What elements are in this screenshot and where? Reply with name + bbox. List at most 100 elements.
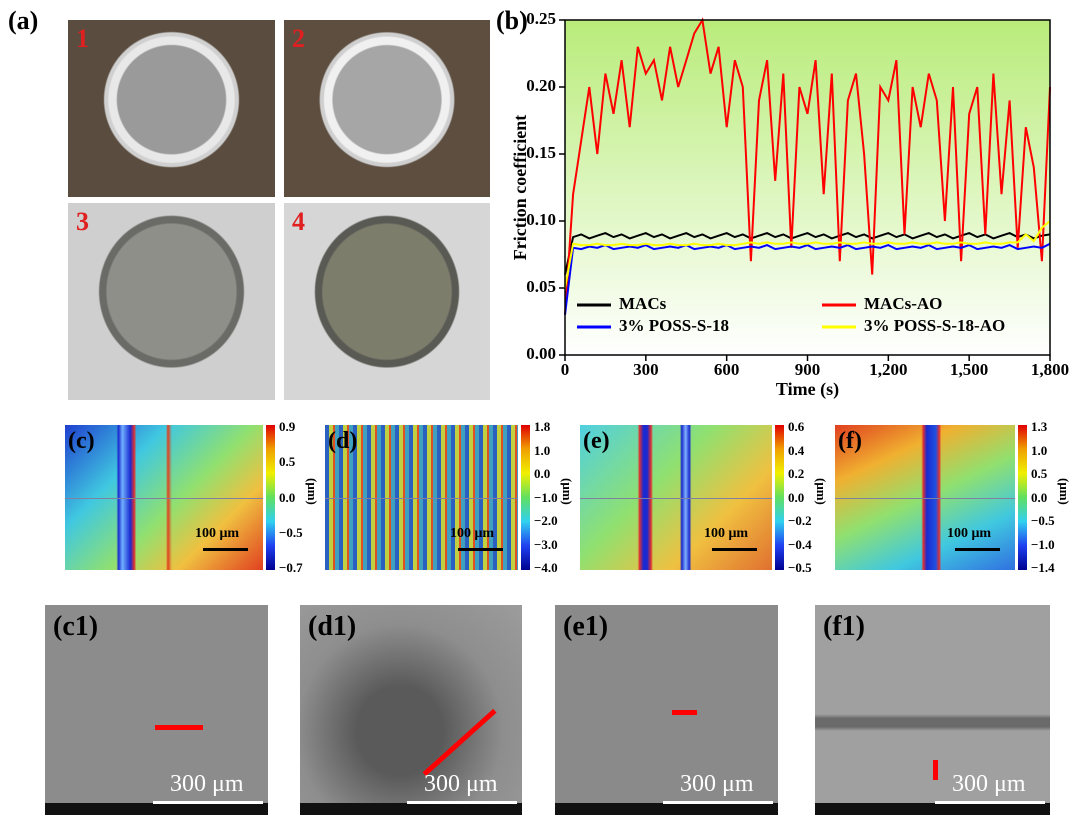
profile-guide-line — [325, 497, 518, 499]
sem-info-bar — [300, 803, 522, 815]
sem-image: 300 μm (d1) — [300, 605, 522, 815]
y-tick-label: 0.10 — [526, 210, 556, 229]
sem-image: 300 μm (e1) — [555, 605, 778, 815]
scale-bar-label: 100 μm — [195, 526, 240, 541]
legend-label: 3% POSS-S-18-AO — [864, 316, 1005, 335]
photo-number: 3 — [76, 207, 89, 236]
series-line — [564, 17, 1051, 315]
scale-bar — [407, 801, 517, 804]
colorbar-tick-label: 1.0 — [1031, 442, 1048, 458]
scale-bar — [153, 801, 263, 804]
scale-bar — [663, 801, 773, 804]
x-tick-label: 1,200 — [869, 360, 907, 379]
plot-background — [565, 20, 1050, 355]
profile-guide-line — [65, 497, 263, 499]
colorbar-unit: (μm) — [305, 477, 320, 505]
colorbar-unit: (μm) — [814, 477, 829, 505]
legend-label: MACs-AO — [864, 294, 942, 313]
photo: 3 — [68, 203, 275, 400]
x-tick-label: 1,500 — [950, 360, 988, 379]
y-tick-label: 0.05 — [526, 277, 556, 296]
legend-label: 3% POSS-S-18 — [619, 316, 729, 335]
scale-bar — [203, 548, 248, 551]
scale-bar-label: 100 μm — [947, 526, 992, 541]
colorbar-tick-label: −0.2 — [788, 513, 812, 528]
colorbar — [266, 425, 275, 570]
sem-info-bar — [45, 803, 268, 815]
colorbar-tick-label: −1.0 — [534, 489, 558, 505]
sem-image: 300 μm (f1) — [815, 605, 1050, 815]
profile-map: (d) 100 μm — [325, 425, 518, 570]
x-tick-label: 900 — [795, 360, 821, 379]
panel-label: (e) — [583, 428, 610, 454]
scale-bar-label: 100 μm — [450, 526, 495, 541]
x-tick-label: 1,800 — [1031, 360, 1069, 379]
photo: 1 — [68, 20, 275, 197]
photo: 4 — [284, 203, 490, 400]
panel-label: (d) — [328, 428, 358, 454]
scale-bar — [935, 801, 1045, 804]
sem-info-bar — [815, 803, 1050, 815]
panel-label: (b) — [496, 6, 528, 35]
colorbar-tick-label: 1.3 — [1031, 419, 1048, 434]
colorbar-tick-label: 0.2 — [788, 466, 805, 481]
panel-label: (c) — [68, 428, 95, 454]
x-tick-label: 600 — [714, 360, 740, 379]
scale-bar-label: 300 μm — [424, 771, 498, 797]
colorbar-tick-label: 0.5 — [1031, 466, 1048, 481]
colorbar-tick-label: −4.0 — [534, 560, 558, 575]
colorbar-tick-label: −0.7 — [279, 560, 303, 575]
scale-bar-label: 300 μm — [680, 771, 754, 797]
measurement-line — [672, 710, 697, 715]
colorbar-tick-label: 0.6 — [788, 419, 805, 434]
series-line — [564, 242, 1051, 315]
colorbar-tick-label: 0.0 — [279, 489, 296, 505]
colorbar-tick-label: 0.9 — [279, 419, 296, 434]
legend-label: MACs — [619, 294, 667, 313]
colorbar-unit: (μm) — [1057, 477, 1072, 505]
colorbar — [775, 425, 784, 570]
panel-label: (d1) — [308, 611, 357, 642]
scale-bar — [458, 548, 503, 551]
profile-map: (f) 100 μm — [835, 425, 1015, 570]
panel-label: (f) — [838, 428, 862, 454]
y-axis-label: Friction coefficient — [510, 115, 530, 260]
sem-info-bar — [555, 803, 778, 815]
colorbar-tick-label: −3.0 — [534, 536, 558, 552]
photo: 2 — [284, 20, 490, 197]
colorbar-tick-label: 0.0 — [1031, 489, 1048, 505]
panel-label: (c1) — [53, 611, 99, 642]
colorbar-tick-label: −1.4 — [1031, 560, 1055, 575]
colorbar-tick-label: −0.5 — [1031, 513, 1055, 528]
photo-number: 2 — [292, 24, 305, 53]
measurement-line — [422, 708, 497, 777]
x-tick-label: 300 — [633, 360, 659, 379]
colorbar-tick-label: −1.0 — [1031, 536, 1055, 552]
panel-label: (a) — [8, 6, 39, 35]
colorbar-tick-label: 0.4 — [788, 442, 805, 458]
colorbar-tick-label: −0.5 — [279, 524, 303, 540]
panel-label: (f1) — [823, 611, 865, 642]
scale-bar-label: 300 μm — [952, 771, 1026, 797]
scale-bar — [955, 548, 1000, 551]
colorbar — [1018, 425, 1027, 570]
photo-number: 1 — [76, 24, 89, 53]
colorbar-tick-label: −0.4 — [788, 536, 812, 552]
profile-map: (c) 100 μm — [65, 425, 263, 570]
profile-guide-line — [835, 497, 1015, 499]
colorbar — [521, 425, 530, 570]
y-tick-label: 0.15 — [526, 143, 556, 162]
colorbar-unit: (μm) — [560, 477, 575, 505]
colorbar-tick-label: 1.0 — [534, 442, 551, 458]
friction-chart: 0.00 0.05 0.10 0.15 0.20 0.25 0 300 600 900 1,200 1… — [510, 9, 1069, 400]
colorbar-tick-label: 0.5 — [279, 454, 296, 470]
scale-bar — [712, 548, 757, 551]
series-line — [564, 220, 1051, 289]
series-line — [564, 232, 1051, 275]
colorbar-tick-label: −2.0 — [534, 513, 558, 528]
profile-map: (e) 100 μm — [580, 425, 772, 570]
colorbar-tick-label: 1.8 — [534, 419, 551, 434]
scale-bar-label: 100 μm — [704, 526, 749, 541]
profile-guide-line — [580, 497, 772, 499]
colorbar-tick-label: 0.0 — [788, 489, 805, 505]
